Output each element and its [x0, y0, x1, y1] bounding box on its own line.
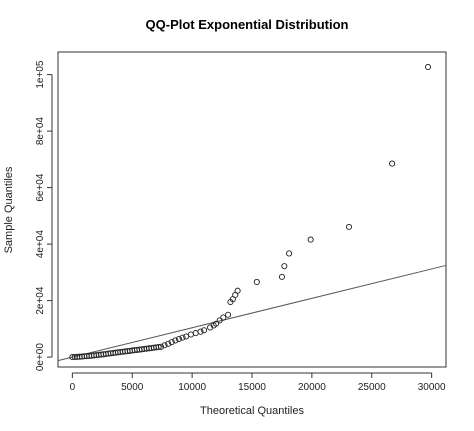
data-point [179, 334, 186, 341]
data-point [234, 287, 241, 294]
x-axis-label: Theoretical Quantiles [200, 405, 304, 417]
x-tick-label: 30000 [418, 382, 446, 393]
data-point [224, 311, 232, 318]
x-tick-label: 25000 [358, 382, 386, 393]
x-tick-label: 10000 [178, 382, 206, 393]
data-point [155, 344, 162, 351]
plot-frame [57, 51, 447, 368]
data-point [389, 160, 396, 167]
data-point [197, 328, 204, 335]
data-point [424, 63, 432, 71]
y-tick-label: 6e+04 [35, 173, 46, 202]
data-point [161, 342, 168, 349]
data-point [207, 324, 214, 331]
data-point [201, 327, 208, 334]
data-point [253, 278, 260, 286]
data-point [165, 340, 172, 347]
data-point [213, 320, 220, 327]
x-tick-label: 20000 [298, 382, 326, 393]
data-point [307, 236, 314, 243]
y-tick-label: 4e+04 [35, 230, 46, 259]
y-tick-label: 8e+04 [35, 117, 46, 146]
y-tick-label: 2e+04 [35, 286, 46, 315]
data-point [281, 263, 288, 270]
qq-reference-line [57, 264, 447, 362]
data-point [286, 250, 293, 257]
x-tick-label: 5000 [121, 382, 144, 393]
data-point [157, 343, 165, 350]
y-tick-label: 1e+05 [35, 60, 46, 89]
data-point [220, 314, 227, 321]
data-point [278, 273, 285, 280]
y-axis-label: Sample Quantiles [3, 166, 15, 253]
x-tick-label: 15000 [238, 382, 266, 393]
data-point [345, 223, 353, 230]
x-tick-label: 0 [70, 382, 76, 393]
data-point [172, 337, 179, 344]
chart-title: QQ-Plot Exponential Distribution [146, 17, 349, 32]
y-tick-label: 0e+00 [35, 343, 46, 372]
data-point [175, 335, 182, 343]
data-point [168, 339, 175, 346]
